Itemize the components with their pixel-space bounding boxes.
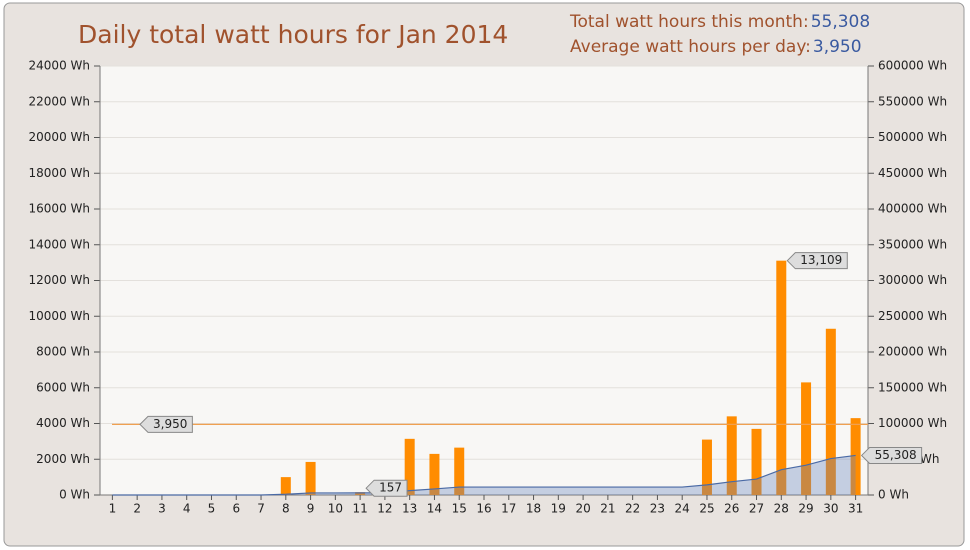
y-tick-label: 0 Wh <box>59 488 90 502</box>
x-tick-label: 5 <box>208 502 216 516</box>
x-tick-label: 27 <box>749 502 764 516</box>
bar <box>454 447 465 495</box>
y2-tick-label: 0 Wh <box>878 488 909 502</box>
x-tick-label: 4 <box>183 502 191 516</box>
x-tick-label: 29 <box>798 502 813 516</box>
x-tick-label: 6 <box>232 502 240 516</box>
y2-tick-label: 450000 Wh <box>878 166 947 180</box>
label-box <box>365 479 408 497</box>
y-tick-label: 2000 Wh <box>36 452 90 466</box>
y2-tick-label: 500000 Wh <box>878 130 947 144</box>
y-tick-label: 8000 Wh <box>36 345 90 359</box>
x-tick-label: 31 <box>848 502 863 516</box>
x-tick-label: 20 <box>575 502 590 516</box>
chart-title: Daily total watt hours for Jan 2014 <box>78 20 508 49</box>
y-tick-label: 20000 Wh <box>29 130 90 144</box>
summary-label: Average watt hours per day: <box>570 37 811 57</box>
x-tick-label: 3 <box>158 502 166 516</box>
y2-tick-label: 600000 Wh <box>878 59 947 73</box>
bar <box>825 328 836 495</box>
data-label: 157 <box>379 481 402 495</box>
x-tick-label: 24 <box>675 502 690 516</box>
y-tick-label: 6000 Wh <box>36 380 90 394</box>
x-tick-label: 2 <box>133 502 141 516</box>
data-label: 13,109 <box>800 253 842 267</box>
y-tick-label: 10000 Wh <box>29 309 90 323</box>
label-box <box>860 446 923 464</box>
bar <box>776 260 787 495</box>
bar <box>726 416 737 495</box>
label-box <box>139 415 193 433</box>
x-tick-label: 14 <box>427 502 442 516</box>
x-tick-label: 13 <box>402 502 417 516</box>
x-tick-label: 25 <box>699 502 714 516</box>
summary-value: 3,950 <box>813 37 862 57</box>
x-tick-label: 22 <box>625 502 640 516</box>
x-tick-label: 8 <box>282 502 290 516</box>
y-tick-label: 12000 Wh <box>29 273 90 287</box>
data-label: 55,308 <box>875 448 917 462</box>
bar <box>404 438 415 495</box>
x-tick-label: 10 <box>328 502 343 516</box>
summary-value: 55,308 <box>811 12 870 32</box>
x-tick-label: 1 <box>109 502 117 516</box>
bar <box>280 477 291 495</box>
summary-label: Total watt hours this month: <box>569 12 809 32</box>
bar <box>801 382 812 495</box>
data-label: 3,950 <box>153 417 187 431</box>
x-tick-label: 26 <box>724 502 739 516</box>
y2-tick-label: 150000 Wh <box>878 380 947 394</box>
line <box>112 454 856 496</box>
x-tick-label: 11 <box>352 502 367 516</box>
y2-tick-label: 300000 Wh <box>878 273 947 287</box>
y-tick-label: 4000 Wh <box>36 416 90 430</box>
x-tick-label: 28 <box>774 502 789 516</box>
bar <box>850 418 861 495</box>
y2-tick-label: 400000 Wh <box>878 202 947 216</box>
bar <box>429 453 440 495</box>
y-tick-label: 16000 Wh <box>29 202 90 216</box>
bar <box>751 428 762 495</box>
x-tick-label: 9 <box>307 502 315 516</box>
x-tick-label: 12 <box>377 502 392 516</box>
x-tick-label: 16 <box>476 502 491 516</box>
y-tick-label: 18000 Wh <box>29 166 90 180</box>
x-tick-label: 21 <box>600 502 615 516</box>
x-tick-label: 30 <box>823 502 838 516</box>
x-tick-label: 7 <box>257 502 265 516</box>
bar <box>355 492 366 495</box>
bar <box>701 439 712 495</box>
x-tick-label: 19 <box>551 502 566 516</box>
y2-tick-label: 350000 Wh <box>878 237 947 251</box>
y-tick-label: 24000 Wh <box>29 59 90 73</box>
y2-tick-label: 200000 Wh <box>878 345 947 359</box>
label-box <box>786 252 848 270</box>
x-tick-label: 23 <box>650 502 665 516</box>
y2-tick-label: 550000 Wh <box>878 94 947 108</box>
y-tick-label: 14000 Wh <box>29 237 90 251</box>
x-tick-label: 15 <box>452 502 467 516</box>
y2-tick-label: 100000 Wh <box>878 416 947 430</box>
x-tick-label: 18 <box>526 502 541 516</box>
bar <box>305 461 316 495</box>
y2-tick-label: 250000 Wh <box>878 309 947 323</box>
x-tick-label: 17 <box>501 502 516 516</box>
y-tick-label: 22000 Wh <box>29 94 90 108</box>
